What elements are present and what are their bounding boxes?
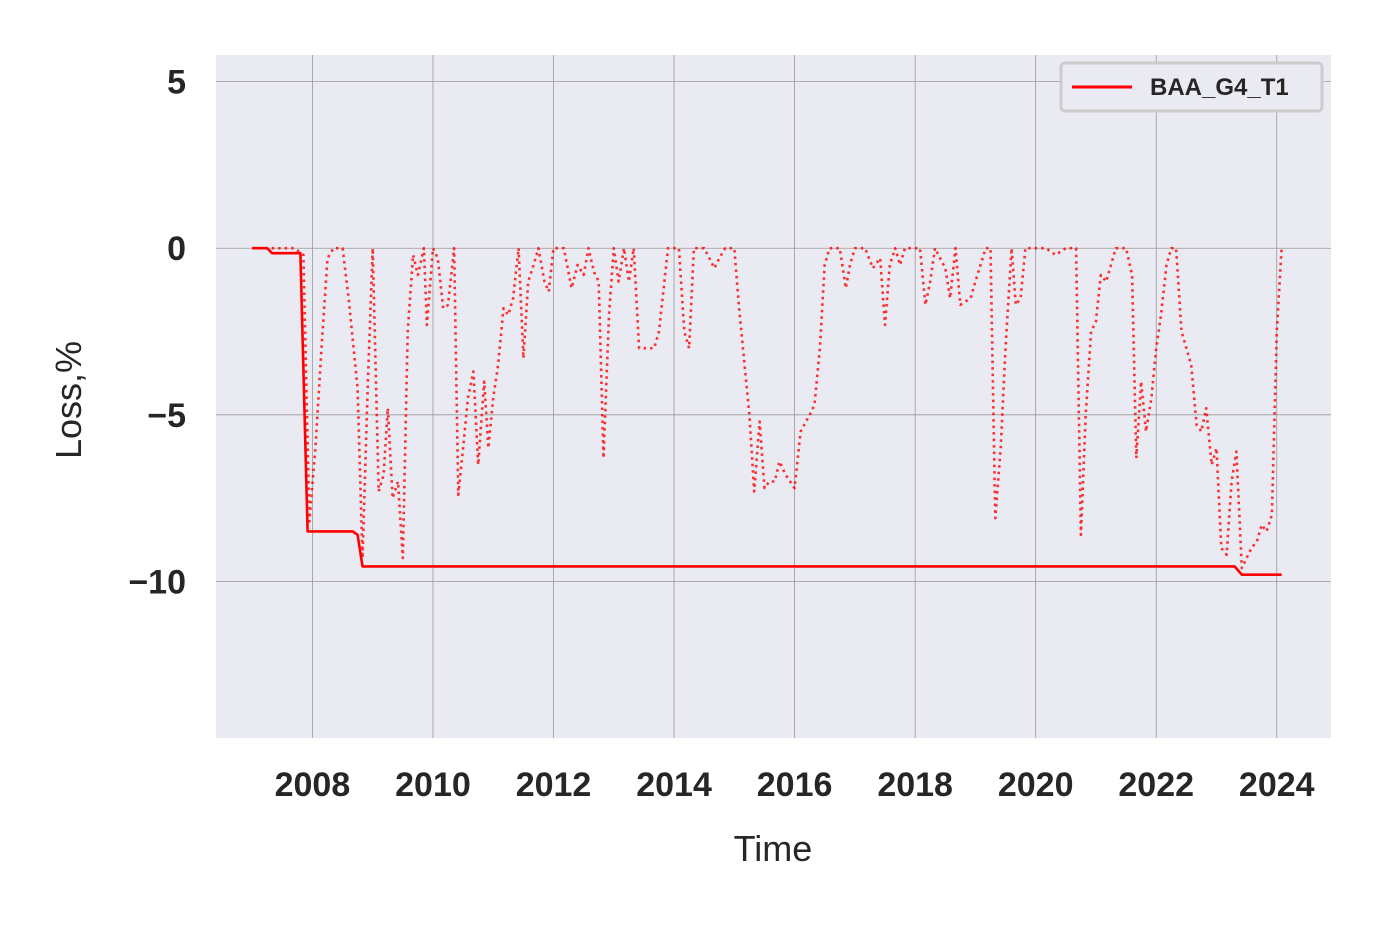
- plot-background: [216, 55, 1331, 738]
- y-tick-label: −5: [147, 397, 186, 435]
- x-tick-label: 2024: [1239, 766, 1315, 804]
- x-tick-label: 2010: [395, 766, 471, 804]
- x-tick-label: 2016: [757, 766, 833, 804]
- series-line-dotted: [252, 246, 1283, 570]
- y-tick-label: 5: [167, 64, 186, 102]
- y-tick-label: 0: [167, 230, 186, 268]
- x-tick-label: 2018: [877, 766, 953, 804]
- x-tick-label: 2014: [636, 766, 712, 804]
- x-tick-label: 2008: [275, 766, 351, 804]
- legend: BAA_G4_T1: [1059, 61, 1324, 113]
- y-axis-title: Loss,%: [48, 341, 89, 459]
- x-tick-label: 2022: [1118, 766, 1194, 804]
- legend-box: [1059, 61, 1324, 113]
- x-axis-title: Time: [734, 828, 813, 869]
- x-tick-label: 2012: [516, 766, 592, 804]
- series-line-baa_g4_t1: [252, 246, 1282, 577]
- legend-label: BAA_G4_T1: [1150, 74, 1289, 101]
- y-tick-label: −10: [128, 563, 186, 601]
- x-tick-label: 2020: [998, 766, 1074, 804]
- y-axis-ticks: 5 0 −5 −10: [128, 64, 186, 602]
- series-layer: [252, 246, 1283, 577]
- x-axis-ticks: 2008 2010 2012 2014 2016 2018 2020 2022 2024: [275, 766, 1315, 804]
